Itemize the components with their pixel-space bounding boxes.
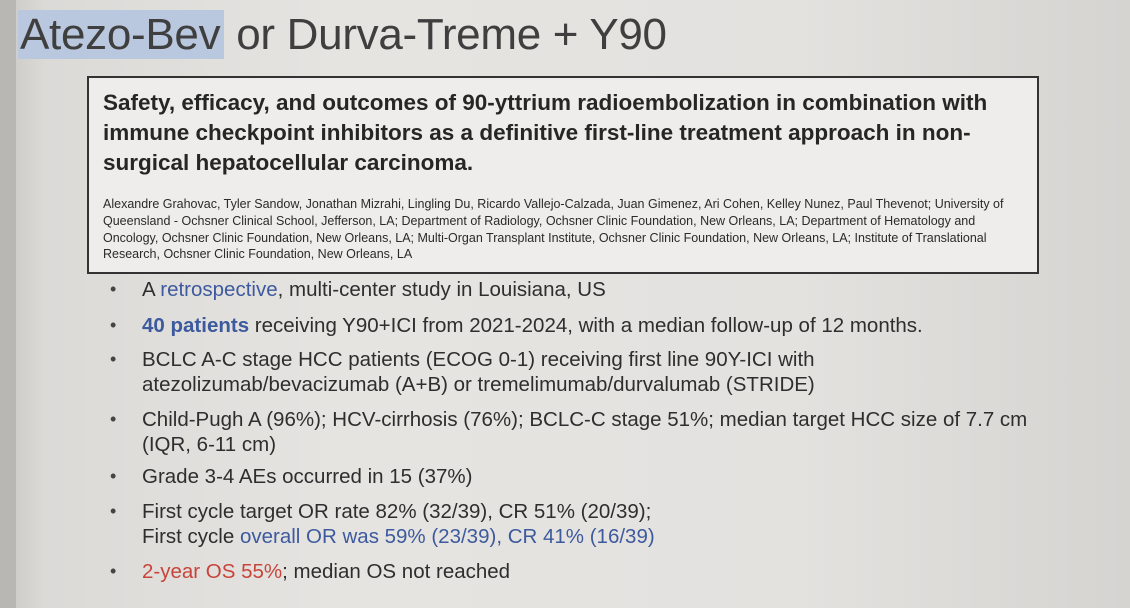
bullet-text: Grade 3-4 AEs occurred in 15 (37%)	[142, 465, 473, 488]
bullet-text: First cycle	[142, 525, 240, 548]
bullet-marker: •	[110, 279, 117, 299]
bullet-marker: •	[110, 561, 117, 581]
slide-title: Atezo-Bev or Durva-Treme + Y90	[18, 10, 667, 60]
bullet-marker: •	[110, 315, 117, 335]
bullet-text-highlight: 40 patients	[142, 314, 250, 337]
bullet-text: (IQR, 6-11 cm)	[142, 433, 277, 456]
title-highlighted-text: Atezo-Bev	[18, 10, 225, 59]
bullet-text: , multi-center study in Louisiana, US	[277, 278, 606, 301]
abstract-authors: Alexandre Grahovac, Tyler Sandow, Jonath…	[103, 197, 1004, 262]
bullet-marker: •	[110, 466, 117, 486]
slide-left-edge	[0, 0, 16, 608]
bullet-text: Child-Pugh A (96%); HCV-cirrhosis (76%);…	[142, 408, 1028, 431]
bullet-marker: •	[110, 501, 117, 521]
bullet-text-highlight: 2-year OS 55%	[142, 560, 283, 583]
bullet-text-highlight: retrospective	[160, 278, 278, 301]
abstract-title: Safety, efficacy, and outcomes of 90-ytt…	[103, 90, 988, 175]
bullet-text: atezolizumab/bevacizumab (A+B) or tremel…	[142, 373, 815, 396]
abstract-box: Safety, efficacy, and outcomes of 90-ytt…	[87, 76, 1039, 274]
bullet-text: ; median OS not reached	[282, 560, 511, 583]
title-rest-text: or Durva-Treme + Y90	[224, 10, 667, 59]
bullet-text: BCLC A-C stage HCC patients (ECOG 0-1) r…	[142, 348, 815, 371]
bullet-text: First cycle target OR rate 82% (32/39), …	[142, 500, 652, 523]
bullet-marker: •	[110, 349, 117, 369]
bullet-text: A	[142, 278, 161, 301]
bullet-text: receiving Y90+ICI from 2021-2024, with a…	[249, 314, 923, 337]
bullet-text-highlight: overall OR was 59% (23/39), CR 41% (16/3…	[239, 525, 655, 548]
bullet-marker: •	[110, 409, 117, 429]
